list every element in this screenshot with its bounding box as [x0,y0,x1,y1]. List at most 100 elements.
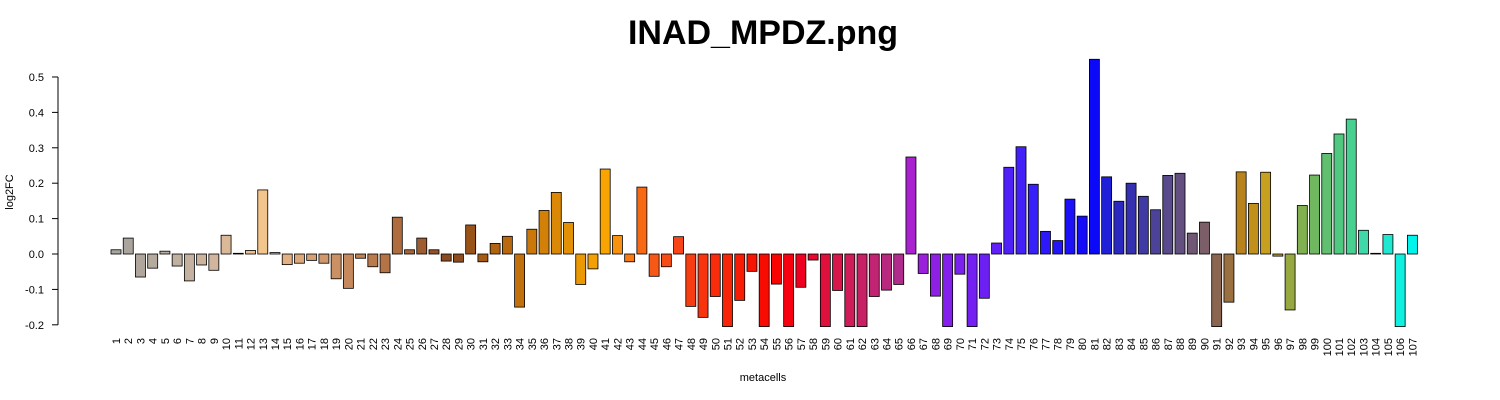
bar [306,253,318,261]
x-tick-label: 28 [441,338,453,350]
x-tick-label: 67 [918,338,930,350]
bar [819,253,831,327]
bar [147,253,159,269]
x-tick-label: 12 [246,338,258,350]
x-tick-label: 11 [233,338,245,349]
x-tick-label: 102 [1346,338,1358,356]
bar [232,252,244,255]
bar [893,253,905,285]
x-tick-label: 39 [576,338,588,350]
x-tick-label: 57 [796,338,808,350]
bar [1260,171,1272,255]
x-tick-label: 96 [1273,338,1285,350]
x-tick-label: 88 [1175,338,1187,350]
x-tick-label: 83 [1114,338,1126,350]
x-tick-label: 54 [759,338,771,350]
bar [1382,234,1394,255]
bar [538,210,550,255]
x-tick-label: 34 [515,338,527,350]
bar [624,253,636,263]
bar [367,253,379,268]
x-tick-label: 27 [429,338,441,350]
bar [1027,183,1039,255]
x-tick-label: 21 [356,338,368,350]
bar [1101,176,1113,255]
x-tick-label: 74 [1004,338,1016,350]
x-tick-label: 32 [490,338,502,350]
x-tick-label: 65 [894,338,906,350]
x-tick-label: 8 [197,338,209,344]
bar [917,253,929,274]
bar [1076,215,1088,255]
x-tick-label: 95 [1261,338,1273,350]
x-tick-label: 107 [1407,338,1419,356]
x-tick-label: 17 [307,338,319,350]
bar [709,253,721,297]
bar [294,253,305,264]
x-tick-label: 15 [282,338,294,350]
bar [1137,195,1149,255]
x-tick-label: 78 [1053,338,1065,350]
y-tick-label: 0.3 [29,143,44,155]
bar [526,228,538,255]
x-tick-label: 72 [979,338,991,350]
x-tick-label: 1 [111,338,123,344]
bar [1296,205,1308,255]
x-tick-label: 18 [319,338,331,350]
bar [1003,166,1015,255]
bar [196,253,208,266]
x-tick-label: 84 [1126,338,1138,350]
x-tick-label: 51 [723,338,735,350]
x-tick-label: 91 [1212,338,1224,350]
bar [746,253,758,272]
bar [245,250,256,255]
bar [1345,118,1357,255]
bar [1052,240,1064,255]
x-tick-label: 23 [380,338,392,350]
bar [844,253,856,327]
x-tick-label: 45 [649,338,661,350]
x-tick-label: 100 [1322,338,1334,356]
chart-title: INAD_MPDZ.png [628,14,898,52]
bar [575,253,587,285]
bar [930,253,941,297]
x-tick-label: 86 [1151,338,1163,350]
bar [122,237,134,255]
bar [550,192,562,255]
y-tick-label: -0.1 [25,284,44,296]
bar [465,224,477,255]
bar [514,253,525,308]
bar [636,186,648,255]
bar [416,237,428,255]
bar [281,253,293,266]
bar [391,216,403,255]
x-tick-label: 62 [857,338,869,350]
x-tick-label: 66 [906,338,918,350]
bar [942,253,954,327]
y-tick-label: 0.1 [29,214,44,226]
bar [685,253,697,307]
bar [1247,202,1259,255]
bar [440,253,452,262]
x-tick-label: 31 [478,338,490,350]
x-tick-label: 35 [527,338,539,350]
x-tick-label: 64 [881,338,893,350]
bar [183,253,195,282]
x-tick-label: 25 [405,338,417,350]
x-axis-label: metacells [740,372,787,384]
x-tick-label: 89 [1187,338,1199,350]
x-tick-label: 48 [686,338,698,350]
x-tick-label: 52 [735,338,747,350]
x-tick-label: 61 [845,338,857,350]
bar [355,253,367,259]
bar [428,249,440,255]
x-tick-label: 98 [1297,338,1309,350]
x-tick-label: 53 [747,338,759,350]
bar [1113,200,1125,255]
x-tick-label: 103 [1358,338,1370,356]
bar [1174,172,1186,255]
bar [563,222,574,255]
x-tick-label: 70 [955,338,967,350]
x-tick-label: 104 [1371,338,1383,356]
bar [612,235,623,255]
